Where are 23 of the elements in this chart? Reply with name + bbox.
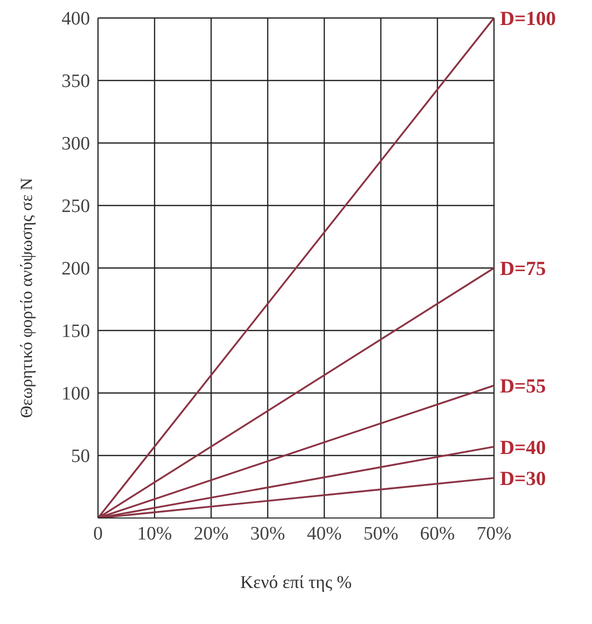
x-tick-label: 20% (194, 523, 229, 544)
x-tick-label: 60% (420, 523, 456, 544)
y-tick-label: 50 (71, 446, 90, 468)
series-label: D=30 (500, 468, 546, 490)
series-label: D=75 (500, 258, 546, 280)
x-tick-label: 0 (93, 523, 103, 544)
x-axis-title: Κενό επί της % (240, 572, 352, 592)
x-tick-label: 70% (476, 523, 512, 544)
y-axis-title: Θεωρητικό φορτίο ανύψωσης σε Ν (17, 178, 36, 418)
series-label: D=40 (500, 436, 546, 459)
y-tick-label: 200 (62, 258, 90, 280)
x-tick-label: 10% (137, 523, 172, 544)
y-tick-label: 400 (62, 8, 90, 30)
y-tick-label: 350 (62, 71, 90, 92)
y-tick-label: 150 (62, 321, 90, 342)
y-tick-label: 250 (62, 196, 90, 218)
y-tick-label: 300 (62, 134, 90, 155)
series-label: D=55 (500, 376, 546, 398)
x-tick-label: 30% (250, 523, 286, 544)
x-tick-label: 50% (363, 523, 398, 544)
x-tick-label: 40% (306, 523, 342, 544)
series-label: D=100 (500, 8, 556, 30)
y-tick-label: 100 (62, 384, 90, 405)
